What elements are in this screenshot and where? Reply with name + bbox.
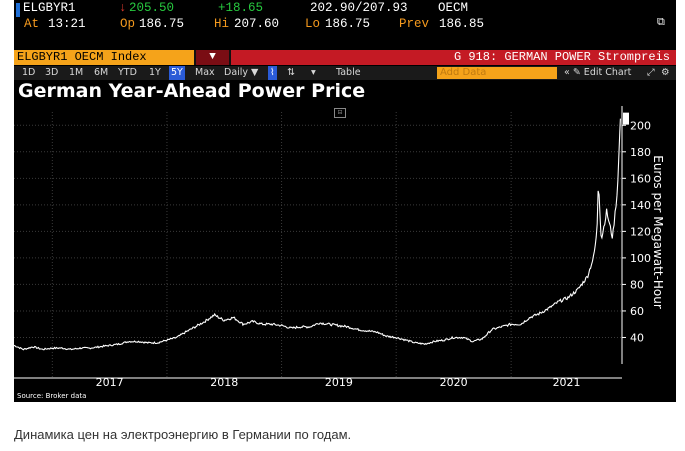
security-description: G 918: GERMAN POWER Strompreis	[453, 50, 670, 64]
y-tick-label: 40	[630, 331, 644, 344]
price-series-line	[14, 118, 621, 351]
y-tick-label: 140	[630, 199, 651, 212]
chart-toolbar: 1D 3D 1M 6M YTD 1Y 5Y Max Daily ▼ ⌇ ⇅ ▾ …	[14, 66, 676, 80]
table-button[interactable]: Table	[336, 67, 361, 78]
quote-row: ELGBYR1 ↓ 205.50 +18.65 202.90/207.93 OE…	[14, 1, 676, 18]
settings-icon[interactable]: ⚙	[661, 67, 670, 78]
expand-icon[interactable]: ⤢	[647, 67, 655, 78]
line-chart-icon[interactable]: ⌇	[268, 66, 277, 80]
x-tick-label: 2019	[325, 376, 353, 389]
chart-zoom-icon[interactable]: ⊟	[334, 108, 346, 118]
security-menu-button[interactable]: ▼	[196, 50, 229, 65]
period-3d[interactable]: 3D	[45, 67, 59, 78]
grid	[14, 112, 622, 378]
down-arrow-icon: ↓	[119, 1, 127, 15]
security-bar: ELGBYR1 OECM Index ▼ G 918: GERMAN POWER…	[14, 50, 676, 65]
time-label: At	[24, 17, 40, 31]
price-chart: 40 60 80 100 120 140 160 180 200 2017 2018 2019 2020…	[14, 106, 665, 389]
y-tick-label: 160	[630, 172, 651, 185]
pricing-source: OECM	[438, 1, 469, 15]
y-tick-label: 60	[630, 305, 644, 318]
price-change: +18.65	[218, 1, 264, 15]
axes: 40 60 80 100 120 140 160 180 200 2017 2018 2019 2020…	[14, 106, 651, 389]
high-label: Hi	[214, 17, 230, 31]
y-tick-label: 100	[630, 252, 651, 265]
y-axis-label: Euros per Megawatt-Hour	[651, 155, 665, 309]
x-tick-label: 2017	[96, 376, 124, 389]
compare-icon[interactable]: ⇅	[287, 67, 295, 78]
y-tick-label: 180	[630, 146, 651, 159]
period-max[interactable]: Max	[195, 67, 215, 78]
frequency-dropdown[interactable]: Daily ▼	[224, 67, 259, 78]
open-label: Op	[120, 17, 136, 31]
y-tick-label: 120	[630, 225, 651, 238]
source-note: Source: Broker data	[17, 392, 87, 400]
ticker-symbol[interactable]: ELGBYR1	[23, 1, 76, 15]
low-value: 186.75	[325, 17, 371, 31]
edit-chart-button[interactable]: « ✎ Edit Chart	[564, 67, 632, 78]
x-tick-label: 2020	[440, 376, 468, 389]
high-value: 207.60	[234, 17, 280, 31]
security-description-bar: G 918: GERMAN POWER Strompreis	[231, 50, 676, 65]
more-menu-icon[interactable]: ▾	[311, 67, 316, 78]
session-stats-row: At 13:21 Op 186.75 Hi 207.60 Lo 186.75 P…	[14, 17, 676, 33]
period-6m[interactable]: 6M	[94, 67, 109, 78]
x-tick-label: 2021	[553, 376, 581, 389]
prev-value: 186.85	[439, 17, 485, 31]
last-price-marker	[623, 112, 629, 125]
image-caption: Динамика цен на электроэнергию в Германи…	[14, 427, 352, 442]
ticker-marker-icon	[16, 3, 20, 17]
period-5y[interactable]: 5Y	[169, 66, 185, 80]
last-price: 205.50	[129, 1, 175, 15]
low-label: Lo	[305, 17, 321, 31]
popout-icon[interactable]: ⧉	[657, 17, 665, 29]
time-value: 13:21	[48, 17, 86, 31]
open-value: 186.75	[139, 17, 185, 31]
prev-label: Prev	[399, 17, 430, 31]
bid-ask-range: 202.90/207.93	[310, 1, 408, 15]
period-1y[interactable]: 1Y	[149, 67, 161, 78]
chart-title: German Year-Ahead Power Price	[18, 80, 366, 102]
security-field[interactable]: ELGBYR1 OECM Index	[14, 50, 194, 65]
period-ytd[interactable]: YTD	[118, 67, 137, 78]
bloomberg-terminal-panel: ELGBYR1 ↓ 205.50 +18.65 202.90/207.93 OE…	[14, 0, 676, 402]
y-tick-label: 80	[630, 278, 644, 291]
period-1m[interactable]: 1M	[69, 67, 84, 78]
series-layer	[14, 112, 629, 351]
period-1d[interactable]: 1D	[22, 67, 36, 78]
y-tick-label: 200	[630, 119, 651, 132]
add-data-input[interactable]: Add Data	[437, 67, 557, 79]
x-tick-label: 2018	[210, 376, 238, 389]
